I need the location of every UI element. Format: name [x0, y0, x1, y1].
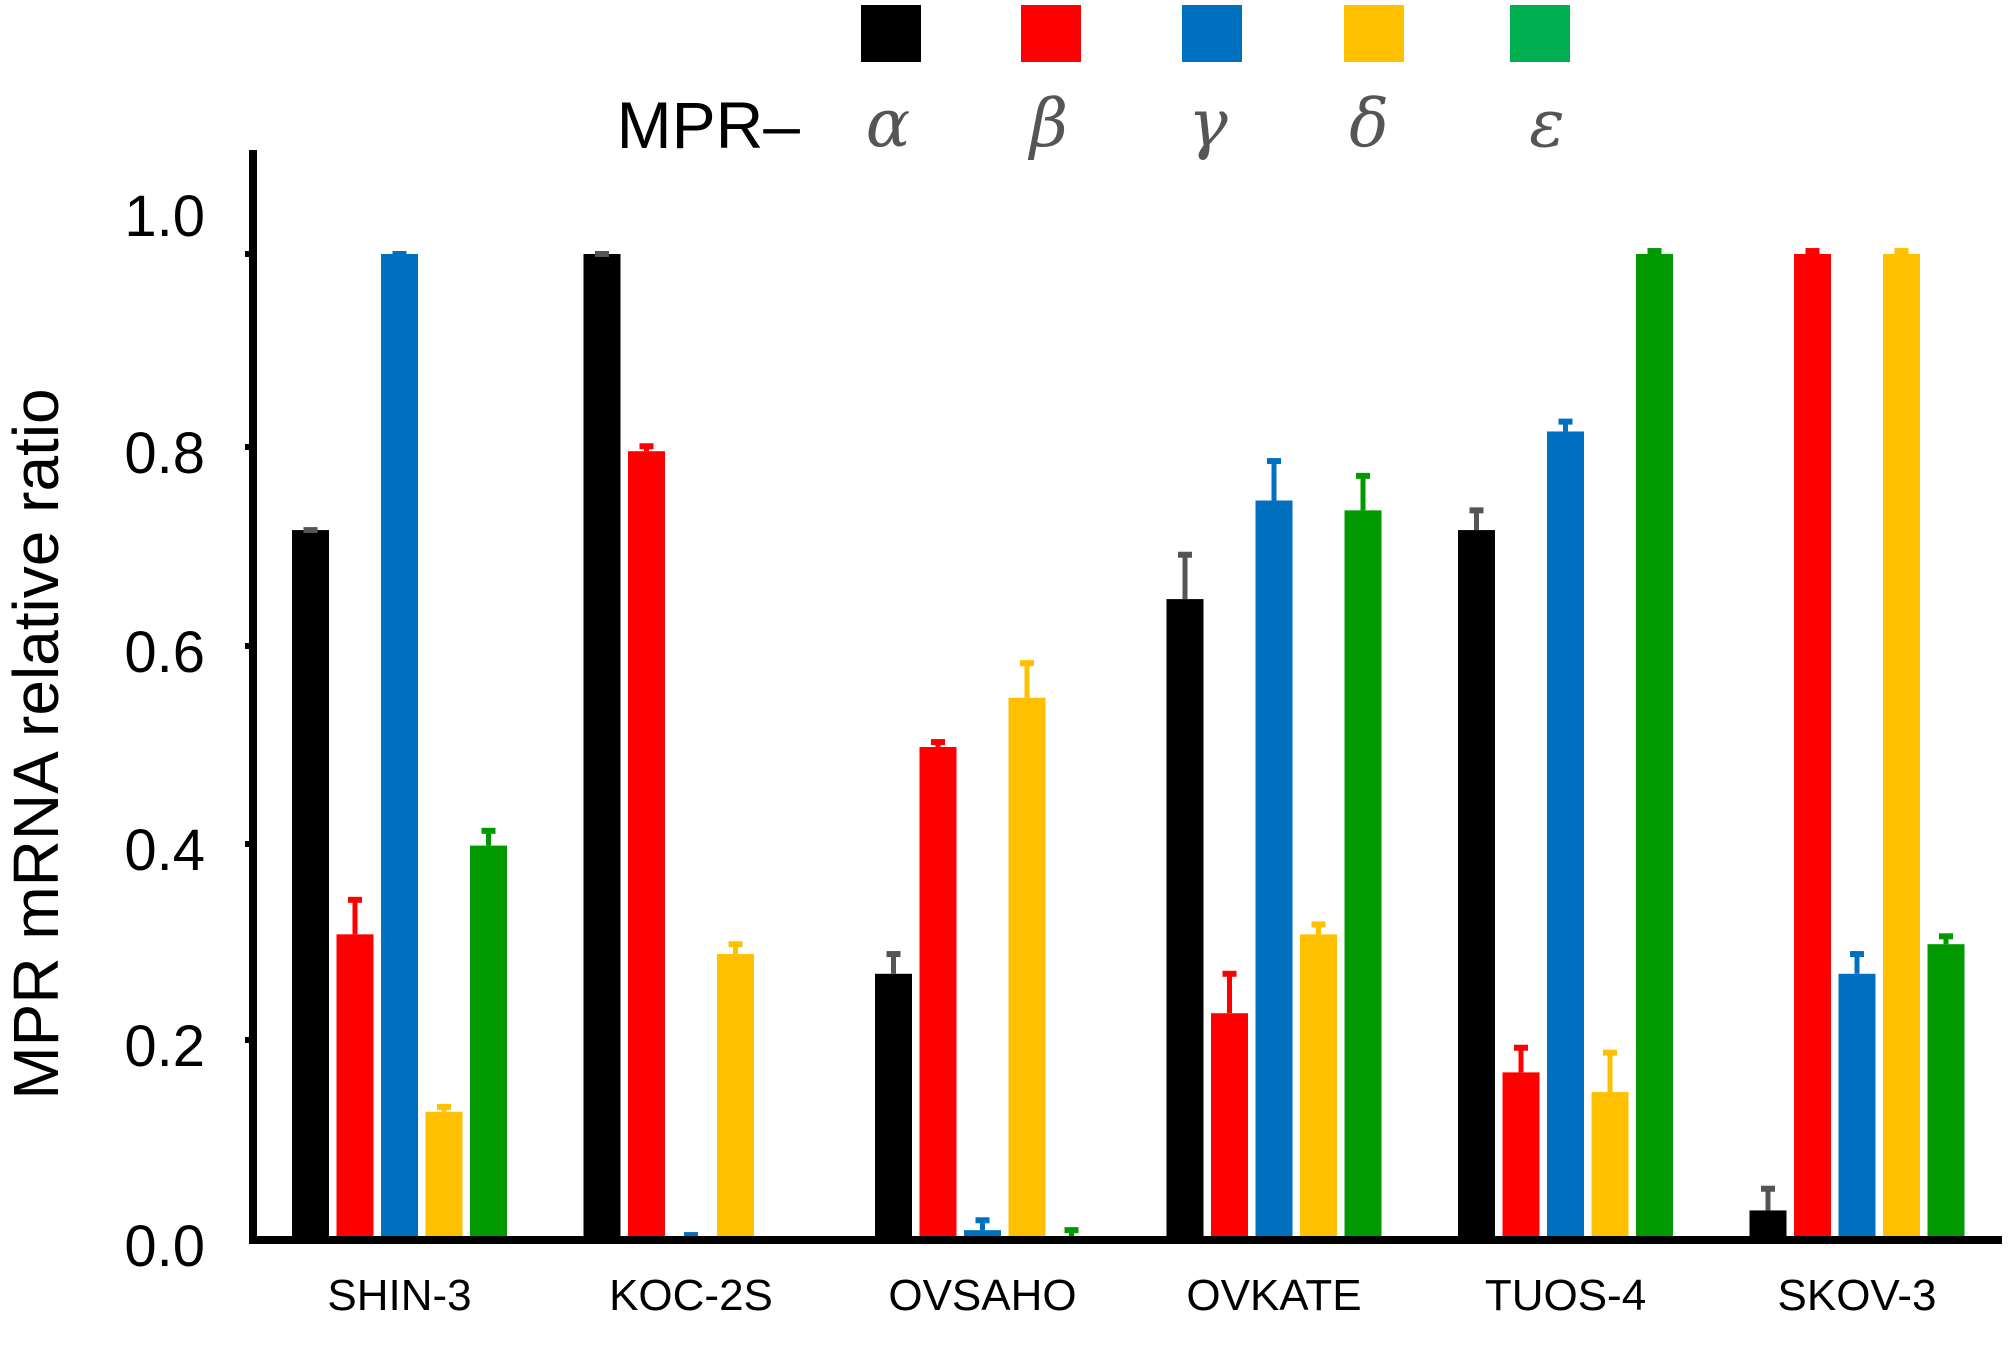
- bar: [875, 973, 912, 1240]
- bar: [583, 254, 621, 1240]
- x-axis-categories: SHIN-3 KOC-2S OVSAHO OVKATE TUOS-4 SKOV-3: [327, 1271, 1936, 1320]
- bar: [964, 1230, 1001, 1240]
- legend-label: ε: [1529, 85, 1564, 162]
- x-tick-label: SHIN-3: [327, 1271, 471, 1320]
- y-tick-label: 0.6: [124, 620, 205, 685]
- bar: [1749, 1210, 1787, 1240]
- x-tick-label: OVKATE: [1186, 1271, 1361, 1320]
- bar: [717, 954, 754, 1240]
- bar: [336, 934, 374, 1240]
- legend-label: β: [1027, 85, 1068, 162]
- y-axis-ticks: 0.0 0.2 0.4 0.6 0.8 1.0: [124, 184, 253, 1279]
- bar: [470, 845, 507, 1240]
- bars: [292, 248, 1965, 1243]
- legend-swatch: [1021, 5, 1081, 62]
- bar: [1838, 973, 1876, 1240]
- legend: α β γ δ ε: [861, 5, 1570, 162]
- bar: [381, 254, 418, 1240]
- bar: [1211, 1013, 1248, 1240]
- y-tick-label: 0.2: [124, 1014, 205, 1079]
- bar: [1300, 934, 1337, 1240]
- legend-swatch: [1182, 5, 1242, 62]
- legend-label: δ: [1349, 85, 1389, 162]
- legend-label: α: [866, 85, 911, 162]
- bar: [628, 451, 665, 1240]
- legend-prefix: MPR–: [617, 88, 801, 162]
- bar: [1255, 500, 1293, 1240]
- bar: [1927, 944, 1965, 1240]
- bar: [1794, 254, 1831, 1240]
- y-axis-label: MPR mRNA relative ratio: [0, 388, 72, 1099]
- x-tick-label: TUOS-4: [1485, 1271, 1646, 1320]
- x-tick-label: KOC-2S: [609, 1271, 773, 1320]
- legend-swatch: [1344, 5, 1404, 62]
- bar: [425, 1111, 463, 1240]
- bar: [1166, 599, 1204, 1240]
- y-tick-label: 0.4: [124, 818, 205, 883]
- x-tick-label: SKOV-3: [1778, 1271, 1937, 1320]
- legend-swatch: [1510, 5, 1570, 62]
- axes: [249, 150, 2002, 1244]
- bar: [1344, 510, 1382, 1240]
- y-tick-label: 1.0: [124, 184, 205, 249]
- bar: [1502, 1072, 1540, 1240]
- y-tick-label: 0.0: [124, 1214, 205, 1279]
- legend-label: γ: [1188, 85, 1228, 162]
- bar: [919, 747, 957, 1240]
- y-tick-label: 0.8: [124, 421, 205, 486]
- legend-swatch: [861, 5, 921, 62]
- bar: [1008, 697, 1046, 1240]
- bar: [1458, 530, 1495, 1240]
- bar: [292, 530, 329, 1240]
- bar: [1591, 1092, 1629, 1240]
- x-tick-label: OVSAHO: [888, 1271, 1076, 1320]
- bar: [1636, 254, 1673, 1240]
- bar: [1883, 254, 1920, 1240]
- bar: [1547, 431, 1584, 1241]
